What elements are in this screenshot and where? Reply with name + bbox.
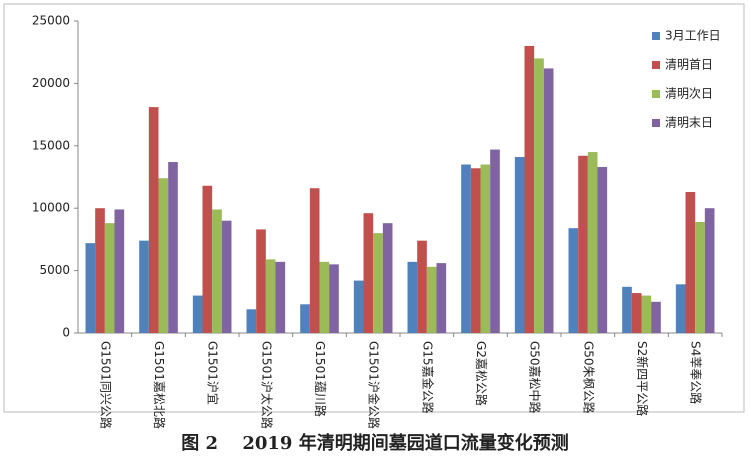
bar: [568, 228, 579, 333]
bar: [543, 68, 554, 333]
bar: [704, 208, 715, 333]
bar: [597, 167, 608, 333]
y-tick-label: 20000: [32, 76, 70, 90]
bar: [300, 304, 310, 333]
bar: [192, 295, 203, 333]
legend-swatch: [652, 119, 660, 127]
bar: [578, 155, 588, 333]
bar: [265, 259, 276, 333]
bar: [622, 286, 632, 333]
x-tick-label: G15嘉金公路: [420, 341, 435, 414]
bar: [85, 243, 96, 333]
y-tick-label: 0: [62, 326, 70, 340]
x-tick-label: G50朱枫公路: [581, 341, 596, 414]
legend-label: 清明末日: [665, 116, 713, 130]
bar: [319, 261, 330, 333]
bar: [641, 295, 652, 333]
bar: [275, 261, 286, 333]
x-tick-label: G1501沪金公路: [367, 341, 382, 429]
legend-swatch: [652, 61, 660, 69]
bar: [246, 309, 257, 333]
bar: [329, 264, 339, 333]
bar: [524, 45, 535, 334]
y-tick-label: 5000: [39, 263, 70, 277]
bar: [514, 157, 525, 333]
x-tick-label: G1501同兴公路: [98, 341, 113, 429]
x-tick-label: S2新四平公路: [635, 341, 650, 416]
bar: [417, 240, 427, 333]
x-tick-label: G1501沪宜: [206, 341, 221, 405]
legend-swatch: [652, 32, 660, 40]
x-tick-label: G1501蕴川路: [313, 341, 328, 417]
bar: [426, 266, 437, 333]
bar: [480, 164, 491, 333]
bar: [256, 229, 266, 333]
legend-label: 清明次日: [665, 87, 713, 101]
legend-label: 清明首日: [665, 58, 713, 72]
y-tick-label: 15000: [32, 138, 70, 152]
bar: [363, 213, 374, 333]
bar: [695, 221, 705, 333]
bar: [407, 261, 418, 333]
bar: [114, 209, 125, 333]
bar: [202, 185, 213, 333]
bar: [587, 152, 598, 333]
y-tick-label: 10000: [32, 201, 70, 215]
x-tick-label: G1501沪太公路: [259, 341, 274, 429]
bar: [148, 107, 159, 333]
caption: 图 2 2019 年清明期间墓园道口流量变化预测: [181, 432, 568, 454]
legend-swatch: [652, 90, 660, 98]
legend-label: 3月工作日: [665, 29, 721, 43]
bar: [685, 191, 696, 333]
x-tick-label: G1501嘉松北路: [152, 341, 167, 429]
x-tick-label: G2嘉松公路: [474, 341, 489, 406]
bar: [158, 178, 169, 333]
bar: [436, 263, 447, 333]
bar: [382, 223, 393, 333]
bar: [309, 188, 320, 333]
chart-frame: [3, 3, 745, 413]
bar: [221, 220, 232, 333]
bar: [651, 301, 661, 333]
bar: [353, 280, 364, 333]
bar: [675, 284, 686, 333]
y-tick-label: 25000: [32, 14, 70, 28]
bar: [95, 208, 105, 333]
x-tick-label: G50嘉松中路: [528, 341, 543, 414]
bar: [373, 233, 383, 333]
x-tick-label: S4莘奉公路: [689, 341, 704, 404]
bar: [212, 209, 222, 333]
bar: [168, 162, 178, 333]
bar: [470, 168, 481, 333]
bar: [461, 164, 471, 333]
bar: [104, 223, 115, 333]
bar: [631, 293, 642, 333]
bar: [490, 149, 500, 333]
bar: [534, 58, 544, 333]
bar: [139, 240, 149, 333]
